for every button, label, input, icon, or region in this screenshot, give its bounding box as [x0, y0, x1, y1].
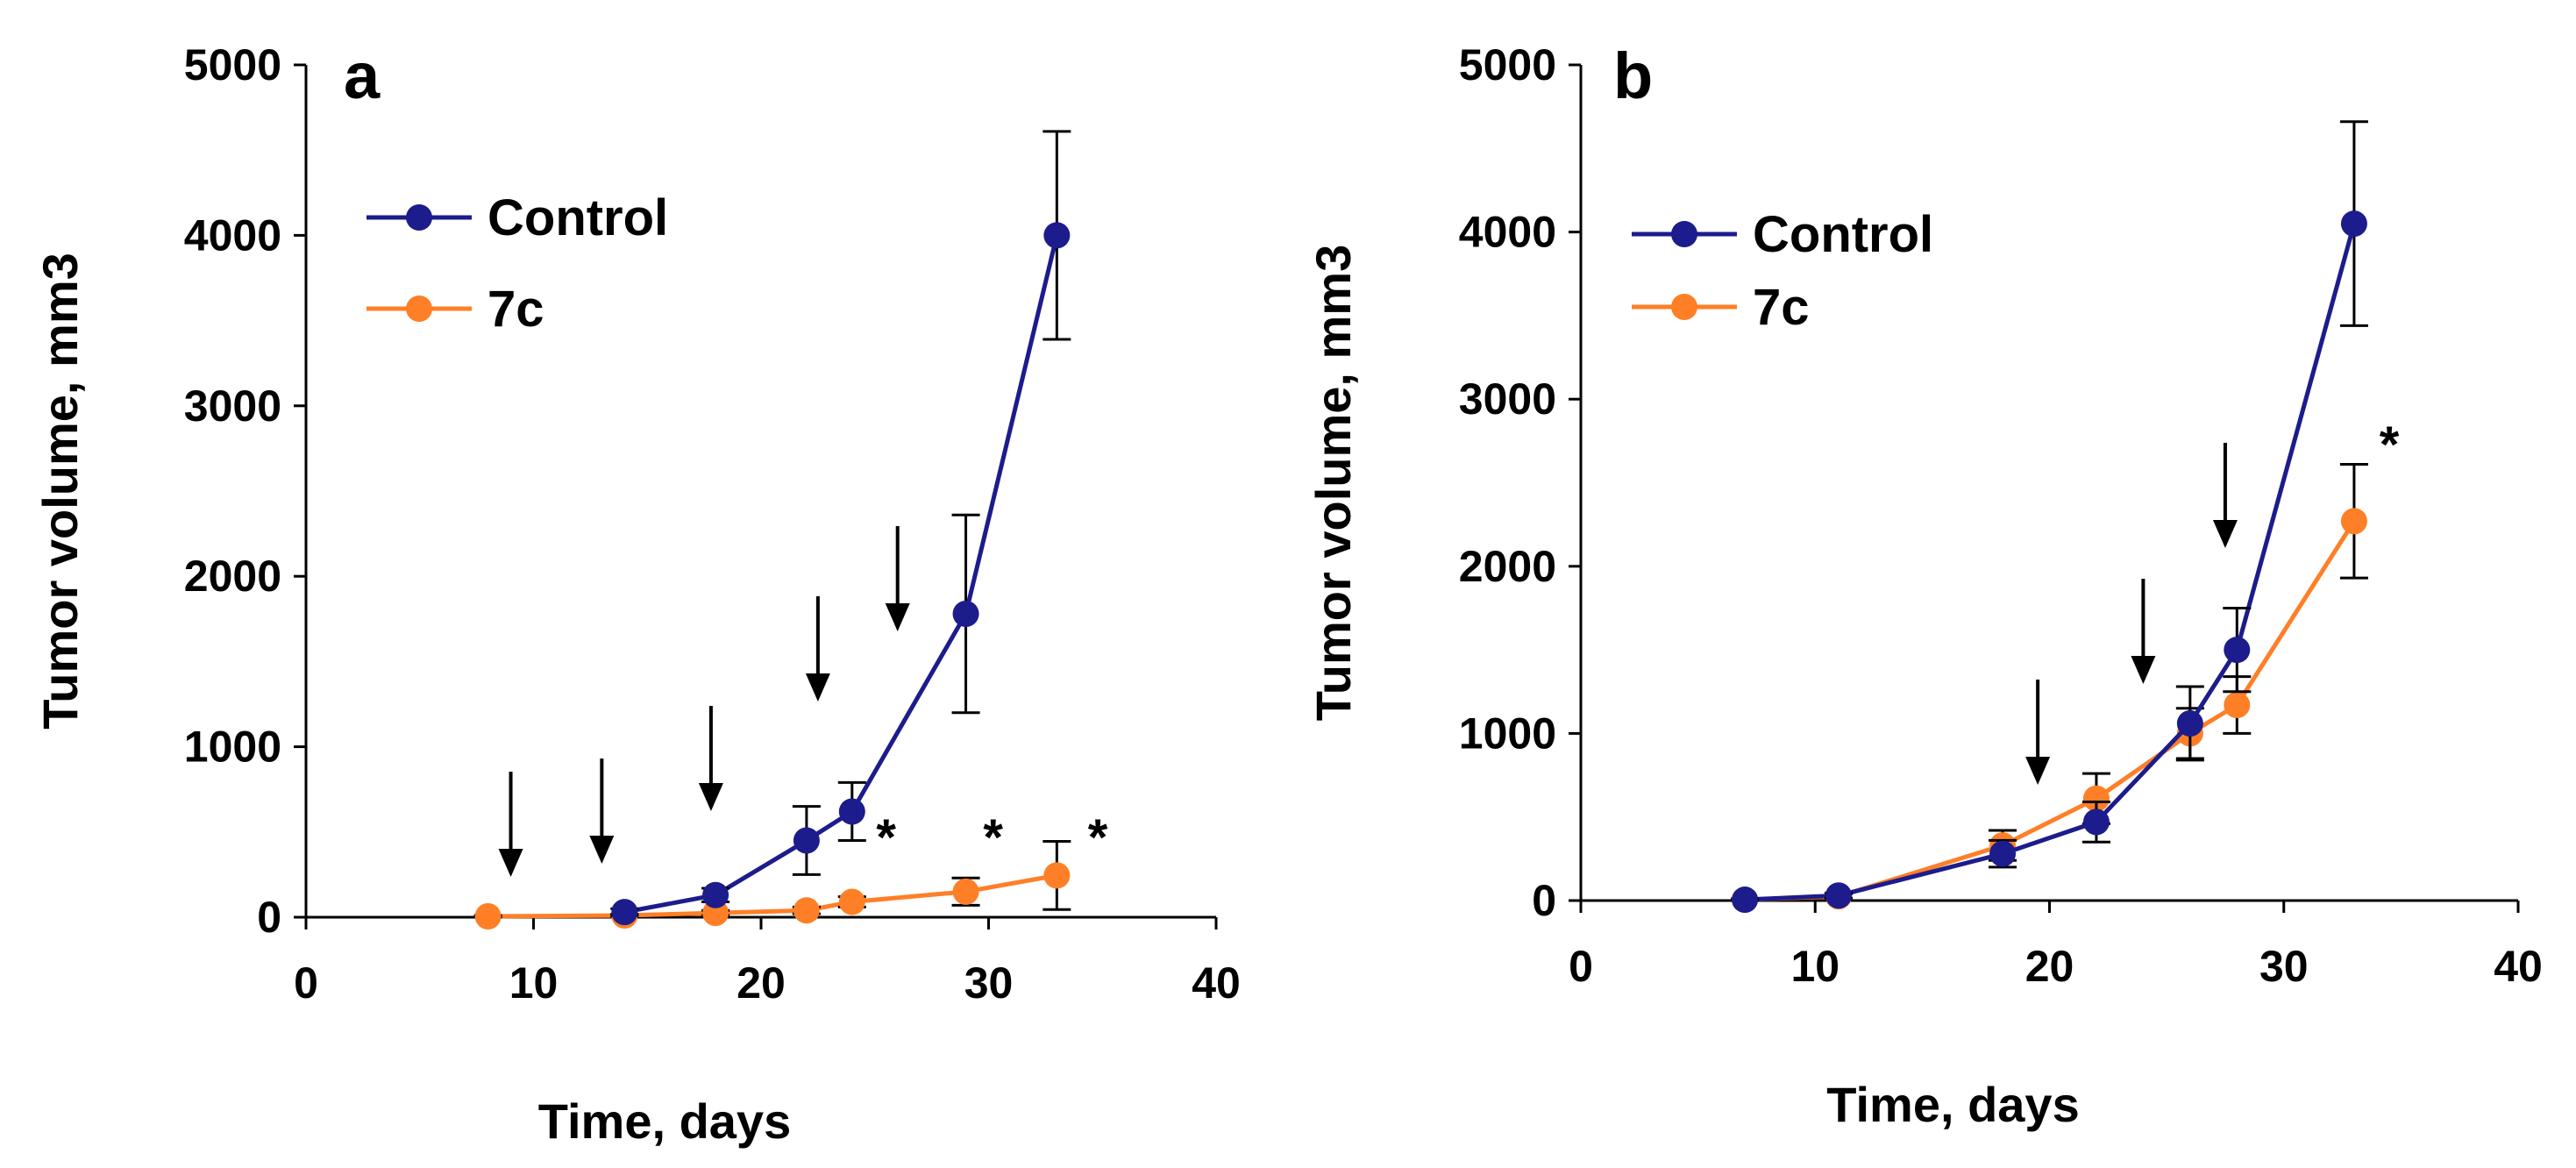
legend-marker [406, 204, 432, 231]
x-tick-label: 20 [2025, 942, 2074, 991]
y-tick-label: 4000 [1459, 208, 1556, 257]
data-point [952, 878, 979, 905]
legend-label-7c: 7c [1753, 279, 1810, 336]
y-tick-label: 5000 [1459, 40, 1556, 89]
y-axis-title: Tumor volume, mm3 [1306, 245, 1361, 722]
legend-marker [1671, 221, 1697, 247]
significance-star: * [876, 809, 896, 866]
data-point [1732, 887, 1759, 914]
y-axis-title: Tumor volume, mm3 [32, 253, 88, 730]
x-tick-label: 20 [737, 958, 786, 1008]
y-tick-label: 4000 [184, 210, 281, 260]
significance-star: * [1088, 809, 1108, 866]
data-point [2224, 637, 2251, 664]
y-tick-label: 1000 [184, 723, 281, 772]
data-point [1989, 840, 2017, 867]
panel-a: 0 1000 2000 3000 4000 5000 0 10 20 30 40 Time, days… [32, 39, 1241, 1149]
x-tick-label: 10 [1790, 942, 1839, 991]
series-control [1731, 120, 2368, 914]
x-tick-label: 0 [1569, 942, 1593, 991]
dose-arrow-head [2131, 656, 2156, 684]
dose-arrow-head [498, 849, 523, 877]
x-axis-title: Time, days [538, 1093, 791, 1149]
x-tick-label: 30 [964, 958, 1014, 1008]
y-tick-label: 1000 [1459, 709, 1556, 758]
legend-marker [1671, 294, 1697, 320]
significance-star: * [2380, 417, 2400, 474]
series-7c-line [1744, 519, 2357, 902]
dose-arrow-head [698, 783, 723, 811]
panel-letter: a [344, 39, 381, 112]
data-point [474, 903, 502, 930]
legend: Control 7c [366, 189, 668, 338]
dose-arrow-head [805, 673, 830, 702]
panel-b: 0 1000 2000 3000 4000 5000 0 10 20 30 40 Time, days… [1306, 39, 2543, 1132]
x-axis-title: Time, days [1826, 1077, 2079, 1132]
x-tick-label: 0 [294, 958, 318, 1008]
y-tick-label: 5000 [184, 40, 281, 89]
dose-arrow-head [2212, 520, 2238, 548]
data-point [838, 888, 865, 915]
dose-arrow-head [2025, 757, 2051, 785]
data-point [793, 827, 820, 854]
data-point [838, 798, 865, 825]
y-tick-label: 2000 [184, 552, 281, 601]
legend-marker [406, 296, 432, 322]
data-point [611, 899, 638, 926]
y-tick-label: 3000 [184, 381, 281, 431]
legend-label-7c: 7c [487, 281, 544, 338]
legend: Control 7c [1632, 206, 1933, 336]
dose-arrow-head [589, 836, 615, 864]
series-7c [1731, 463, 2368, 914]
x-tick-label: 10 [509, 958, 559, 1008]
x-tick-label: 30 [2259, 942, 2309, 991]
data-point [793, 897, 820, 924]
data-point [1043, 222, 1071, 249]
significance-star: * [983, 809, 1003, 866]
data-point [2082, 808, 2110, 836]
data-point [952, 600, 979, 627]
data-point [1825, 882, 1852, 909]
data-point [2340, 508, 2367, 535]
y-tick-label: 0 [1532, 876, 1556, 925]
legend-label-control: Control [487, 189, 668, 246]
y-tick-label: 0 [257, 893, 281, 942]
data-point [1043, 862, 1071, 889]
panel-letter: b [1613, 39, 1653, 112]
data-point [2082, 785, 2110, 812]
y-tick-label: 2000 [1459, 542, 1556, 591]
x-tick-label: 40 [1192, 958, 1241, 1008]
legend-label-control: Control [1753, 206, 1933, 263]
data-point [2224, 691, 2251, 718]
data-point [702, 881, 729, 908]
series-control-line [1744, 223, 2357, 902]
data-point [2340, 210, 2367, 238]
x-tick-label: 40 [2494, 942, 2543, 991]
dose-arrow-head [885, 603, 910, 631]
y-tick-label: 3000 [1459, 374, 1556, 424]
series-control [610, 130, 1071, 926]
series-control-line [623, 234, 1059, 915]
data-point [2176, 709, 2203, 737]
